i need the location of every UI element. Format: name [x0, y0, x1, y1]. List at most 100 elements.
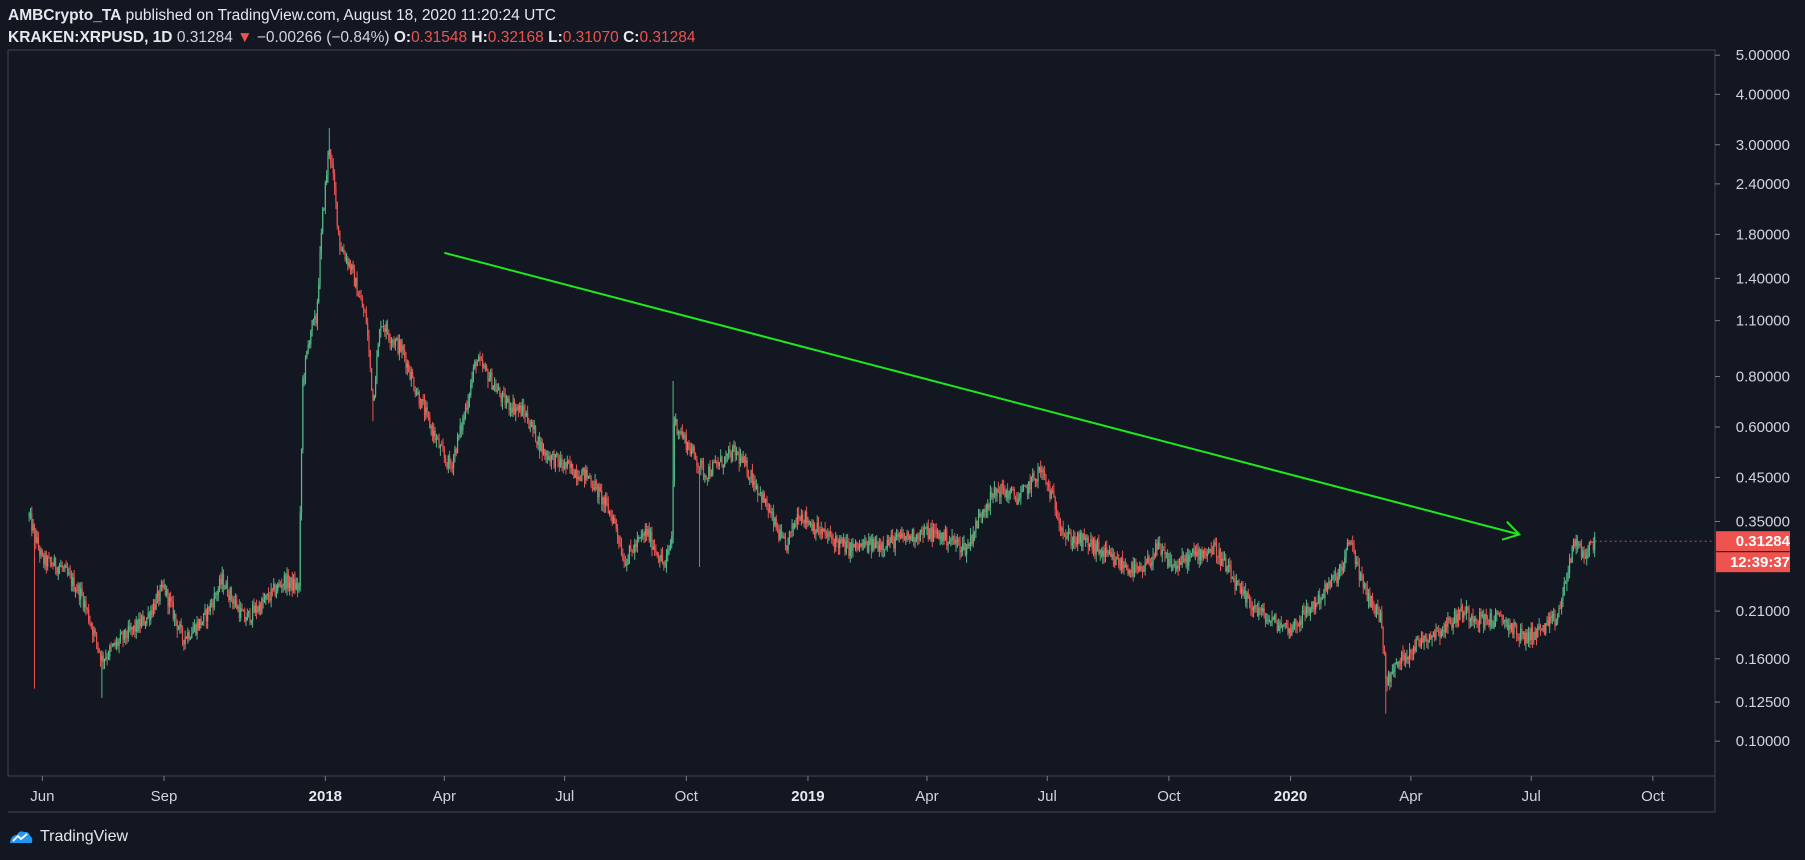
price-axis[interactable]: 5.00000 4.00000 3.00000 2.40000 1.80000 1.400…: [1594, 47, 1791, 750]
candle-body: [751, 470, 754, 485]
candle-body: [486, 365, 488, 371]
candle-body: [425, 407, 427, 416]
candle-body: [976, 520, 978, 529]
candle-body: [131, 627, 133, 630]
candle-body: [1230, 567, 1232, 579]
candle-body: [52, 565, 54, 567]
candle-body: [1090, 539, 1092, 545]
candle-body: [97, 642, 99, 649]
candle-body: [1323, 594, 1325, 599]
symbol-interval[interactable]: KRAKEN:XRPUSD, 1D: [8, 29, 173, 46]
triangle-down-icon: ▼: [237, 29, 253, 46]
candle-body: [667, 550, 669, 556]
candle-body: [188, 632, 190, 640]
high-value: 0.32168: [487, 29, 544, 46]
candle-body: [677, 431, 679, 434]
candle-body: [166, 589, 168, 596]
candle-body: [829, 532, 832, 536]
candle-body: [718, 461, 720, 467]
candle-body: [156, 591, 159, 598]
candle-body: [32, 524, 34, 531]
candle-body: [1543, 625, 1546, 634]
candle-body: [499, 388, 501, 396]
candle-body: [1330, 578, 1333, 588]
candle-body: [1100, 549, 1103, 557]
candle-body: [76, 590, 78, 592]
candle-body: [1149, 563, 1152, 566]
candle-body: [1133, 564, 1136, 577]
candle-body: [747, 475, 750, 479]
candle-body: [627, 557, 629, 564]
candle-body: [557, 453, 559, 461]
trendline[interactable]: [444, 251, 1522, 541]
candle-body: [1108, 551, 1111, 553]
candle-body: [200, 618, 202, 625]
candle-body: [550, 454, 553, 463]
candle-body: [1079, 533, 1081, 543]
candle-body: [1502, 620, 1505, 623]
candle-body: [43, 555, 45, 564]
candle-body: [561, 458, 563, 466]
candle-body: [997, 488, 999, 492]
candle-body: [196, 622, 198, 635]
time-tick-label: Oct: [1641, 788, 1665, 805]
candle-body: [1494, 613, 1497, 623]
candle-body: [1132, 562, 1134, 577]
candle-body: [761, 491, 763, 503]
candle-body: [750, 470, 752, 478]
candle-body: [959, 540, 961, 553]
candle-body: [1025, 486, 1027, 487]
candle-body: [716, 462, 718, 464]
candle-body: [507, 398, 509, 402]
candle-body: [971, 535, 973, 544]
candle-body: [1479, 611, 1481, 625]
candle-body: [1254, 605, 1256, 609]
candle-body: [698, 467, 701, 468]
candle-body: [1115, 557, 1117, 565]
low-label: L:: [548, 29, 563, 46]
candle-body: [412, 371, 414, 379]
candle-body: [1422, 637, 1424, 643]
candle-body: [935, 530, 937, 534]
candle-body: [683, 435, 685, 438]
candle-body: [980, 513, 982, 517]
price-tick-label: 0.60000: [1736, 419, 1790, 436]
candle-body: [989, 492, 992, 508]
candle-body: [1163, 549, 1165, 551]
candle-body: [347, 258, 349, 267]
candle-body: [421, 399, 423, 409]
candle-body: [1041, 470, 1043, 473]
tradingview-footer[interactable]: TradingView: [8, 825, 128, 849]
candle-body: [579, 480, 582, 482]
candle-body: [146, 617, 148, 624]
candle-body: [685, 435, 687, 451]
candle-body: [1172, 564, 1174, 571]
candle-body: [117, 641, 119, 646]
candle-body: [252, 605, 254, 621]
candle-body: [208, 606, 210, 612]
candle-body: [568, 460, 570, 463]
candle-body: [1181, 554, 1183, 565]
candle-body: [1174, 564, 1177, 570]
candle-body: [891, 535, 894, 537]
candle-body: [1164, 550, 1166, 554]
candle-body: [1386, 678, 1388, 685]
candle-body: [1492, 626, 1494, 628]
candle-body: [1319, 595, 1321, 604]
candle-body: [993, 487, 995, 495]
time-axis[interactable]: Jun Sep 2018 Apr Jul Oct 2019 Apr Jul Oct 2020 Apr J…: [30, 776, 1665, 805]
candle-body: [1371, 595, 1374, 604]
candle-body: [578, 476, 580, 481]
candle-body: [918, 538, 920, 541]
author-name[interactable]: AMBCrypto_TA: [8, 7, 122, 24]
candle-body: [672, 480, 674, 537]
candle-body: [422, 399, 424, 402]
candle-body: [541, 441, 543, 454]
candle-body: [757, 485, 759, 495]
candle-body: [1114, 559, 1116, 565]
candle-body: [1557, 614, 1559, 621]
candle-body: [1022, 485, 1025, 491]
candle-body: [542, 449, 545, 454]
candle-body: [799, 519, 801, 521]
